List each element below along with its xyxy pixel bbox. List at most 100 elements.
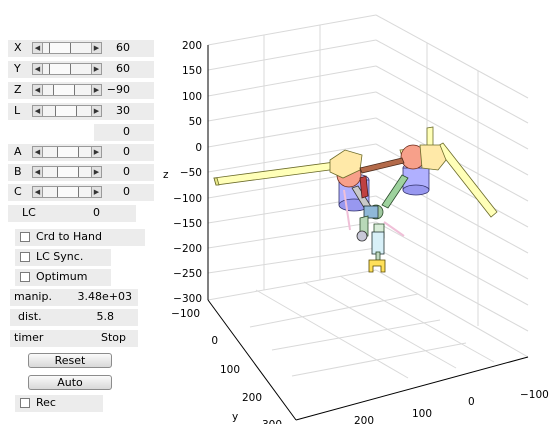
y-tick: 0 — [211, 335, 218, 347]
slider-value-a: 0 — [123, 145, 130, 158]
arrow-left-icon[interactable]: ◀ — [33, 106, 43, 116]
checkbox-box[interactable] — [20, 232, 30, 242]
left-rail-end — [213, 177, 220, 186]
slider-row-c: C ◀ ▶ 0 — [8, 184, 154, 201]
y-tick: −100 — [171, 308, 200, 320]
hand-block — [371, 231, 385, 255]
lc-sync-label: LC Sync. — [36, 250, 84, 263]
wrist-block — [363, 205, 379, 219]
slider-label-b: B — [14, 165, 22, 178]
crd-to-hand-checkbox[interactable]: Crd to Hand — [15, 229, 145, 246]
arrow-right-icon[interactable]: ▶ — [91, 187, 101, 197]
slider-l[interactable]: ◀ ▶ — [32, 105, 102, 117]
arrow-right-icon[interactable]: ▶ — [91, 64, 101, 74]
pink-link — [383, 221, 405, 237]
y-tick: 300 — [262, 419, 282, 424]
slider-label-z: Z — [14, 83, 22, 96]
slider-row-a: A ◀ ▶ 0 — [8, 144, 154, 161]
wrist-joint — [356, 230, 368, 242]
y-tick: 100 — [220, 364, 240, 376]
slider-value-l: 30 — [116, 104, 130, 117]
slider-label-y: Y — [14, 62, 21, 75]
slider-c[interactable]: ◀ ▶ — [32, 186, 102, 198]
lc-row: LC 0 — [8, 205, 136, 222]
arrow-left-icon[interactable]: ◀ — [33, 147, 43, 157]
z-tick: −200 — [173, 243, 202, 255]
x-tick-labels: 200 100 0 −100 — [354, 389, 549, 424]
optimum-checkbox[interactable]: Optimum — [15, 269, 111, 286]
elbow-red — [359, 175, 369, 199]
auto-button[interactable]: Auto — [28, 375, 112, 390]
slider-thumb-a[interactable] — [57, 147, 79, 157]
right-joint-housing — [419, 144, 447, 171]
arrow-right-icon[interactable]: ▶ — [91, 106, 101, 116]
slider-value-b: 0 — [123, 165, 130, 178]
x-tick: 0 — [468, 396, 475, 408]
hand-link — [375, 251, 381, 261]
control-panel: X ◀ ▶ 60 Y ◀ ▶ 60 Z ◀ ▶ −90 L ◀ ▶ — [0, 0, 160, 424]
lc-value: 0 — [93, 206, 100, 219]
slider-thumb-c[interactable] — [57, 187, 79, 197]
slider-label-l: L — [14, 104, 21, 117]
slider-thumb-y[interactable] — [49, 64, 71, 74]
slider-y[interactable]: ◀ ▶ — [32, 63, 102, 75]
manip-label: manip. — [14, 290, 52, 303]
slider-thumb-l[interactable] — [55, 106, 77, 116]
extra-value: 0 — [123, 125, 130, 138]
manip-row: manip. 3.48e+03 — [10, 289, 138, 306]
right-rail — [435, 142, 498, 218]
slider-z[interactable]: ◀ ▶ — [32, 84, 102, 96]
rec-label: Rec — [36, 396, 56, 409]
right-cylinder-bottom — [402, 184, 430, 196]
rec-checkbox[interactable]: Rec — [15, 395, 103, 412]
timer-row: timer Stop — [10, 330, 138, 347]
slider-thumb-z[interactable] — [53, 85, 75, 95]
arrow-left-icon[interactable]: ◀ — [33, 43, 43, 53]
z-tick: 100 — [182, 91, 202, 103]
z-tick: 50 — [189, 116, 202, 128]
z-tick-labels: 200 150 100 50 0 −50 −100 −150 −200 −250… — [173, 40, 202, 305]
slider-row-z: Z ◀ ▶ −90 — [8, 82, 154, 99]
optimum-label: Optimum — [36, 270, 88, 283]
checkbox-box[interactable] — [20, 252, 30, 262]
slider-row-y: Y ◀ ▶ 60 — [8, 61, 154, 78]
arrow-left-icon[interactable]: ◀ — [33, 64, 43, 74]
timer-label: timer — [14, 331, 44, 344]
dist-row: dist. 5.8 — [10, 309, 138, 326]
z-tick: −100 — [173, 193, 202, 205]
slider-value-x: 60 — [116, 41, 130, 54]
gripper — [368, 259, 386, 273]
arrow-left-icon[interactable]: ◀ — [33, 167, 43, 177]
x-tick: 200 — [354, 415, 374, 424]
x-tick: 100 — [412, 408, 432, 420]
arrow-left-icon[interactable]: ◀ — [33, 187, 43, 197]
slider-value-c: 0 — [123, 185, 130, 198]
robot-3d-plot[interactable]: 200 150 100 50 0 −50 −100 −150 −200 −250… — [160, 0, 552, 424]
y-axis-label: y — [232, 411, 238, 423]
timer-value: Stop — [100, 331, 126, 344]
crd-to-hand-label: Crd to Hand — [36, 230, 102, 243]
manip-value: 3.48e+03 — [77, 290, 132, 303]
arrow-right-icon[interactable]: ▶ — [91, 167, 101, 177]
checkbox-box[interactable] — [20, 398, 30, 408]
slider-x[interactable]: ◀ ▶ — [32, 42, 102, 54]
reset-button[interactable]: Reset — [28, 353, 112, 368]
lc-sync-checkbox[interactable]: LC Sync. — [15, 249, 111, 266]
slider-b[interactable]: ◀ ▶ — [32, 166, 102, 178]
arrow-right-icon[interactable]: ▶ — [91, 147, 101, 157]
slider-label-x: X — [14, 41, 22, 54]
dist-value: 5.8 — [96, 310, 115, 323]
z-axis-label: z — [163, 169, 169, 181]
slider-thumb-x[interactable] — [49, 43, 71, 53]
slider-a[interactable]: ◀ ▶ — [32, 146, 102, 158]
z-tick: −50 — [180, 167, 202, 179]
arrow-right-icon[interactable]: ▶ — [91, 43, 101, 53]
slider-row-x: X ◀ ▶ 60 — [8, 40, 154, 57]
z-tick: 200 — [182, 40, 202, 52]
arrow-right-icon[interactable]: ▶ — [91, 85, 101, 95]
robot-model — [213, 126, 498, 273]
checkbox-box[interactable] — [20, 272, 30, 282]
slider-thumb-b[interactable] — [57, 167, 79, 177]
x-tick: −100 — [520, 389, 549, 401]
arrow-left-icon[interactable]: ◀ — [33, 85, 43, 95]
